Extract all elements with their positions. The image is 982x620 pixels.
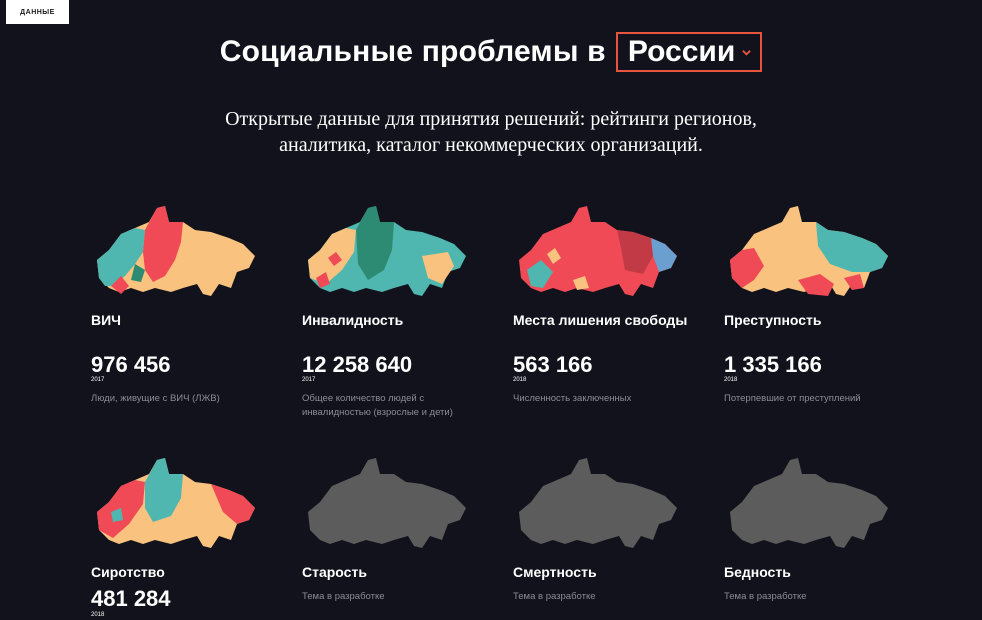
card-title: Инвалидность — [302, 312, 404, 328]
card-year: 2018 — [513, 377, 527, 383]
card-value: 1 335 166 — [724, 352, 822, 377]
data-badge[interactable]: ДАННЫЕ — [6, 0, 69, 24]
russia-map-icon — [308, 206, 466, 296]
russia-map-icon — [519, 458, 677, 548]
card-description: Люди, живущие с ВИЧ (ЛЖВ) — [91, 393, 220, 404]
card-year: 2017 — [91, 377, 105, 383]
region-select[interactable]: России — [615, 32, 763, 72]
card-description: Тема в разработке — [302, 591, 385, 602]
card-value: 12 258 640 — [302, 352, 413, 377]
subtitle-line-2: аналитика, каталог некоммерческих органи… — [279, 134, 703, 156]
card-description: Общее количество людей с инвалидностью (… — [302, 393, 453, 418]
card-value: 481 284 — [91, 586, 171, 611]
card-title: Старость — [302, 564, 367, 580]
card-title: Смертность — [513, 564, 597, 580]
card-value: 976 456 — [91, 352, 171, 377]
card-title: Преступность — [724, 312, 822, 328]
russia-map-icon — [519, 206, 677, 296]
card-year: 2018 — [91, 612, 105, 618]
card-title: Бедность — [724, 564, 791, 580]
page-title: Социальные проблемы в — [219, 35, 606, 68]
page-subtitle: Открытые данные для принятия решений: ре… — [0, 106, 982, 158]
card-title: ВИЧ — [91, 312, 122, 328]
region-select-value: России — [627, 35, 736, 68]
page-header: Социальные проблемы в России — [0, 28, 982, 76]
russia-map-icon — [730, 206, 888, 296]
chevron-down-icon — [742, 49, 752, 56]
card-title: Места лишения свободы — [513, 312, 688, 328]
card-year: 2017 — [302, 377, 316, 383]
russia-map-icon — [97, 458, 255, 548]
card-description: Численность заключенных — [513, 393, 632, 404]
subtitle-line-1: Открытые данные для принятия решений: ре… — [225, 108, 757, 130]
card-value: 563 166 — [513, 352, 593, 377]
russia-map-icon — [308, 458, 466, 548]
russia-map-icon — [97, 206, 255, 296]
card-title: Сиротство — [91, 564, 165, 580]
russia-map-icon — [730, 458, 888, 548]
card-description: Тема в разработке — [724, 591, 807, 602]
card-description: Тема в разработке — [513, 591, 596, 602]
card-year: 2018 — [724, 377, 738, 383]
card-description: Потерпевшие от преступлений — [724, 393, 861, 404]
